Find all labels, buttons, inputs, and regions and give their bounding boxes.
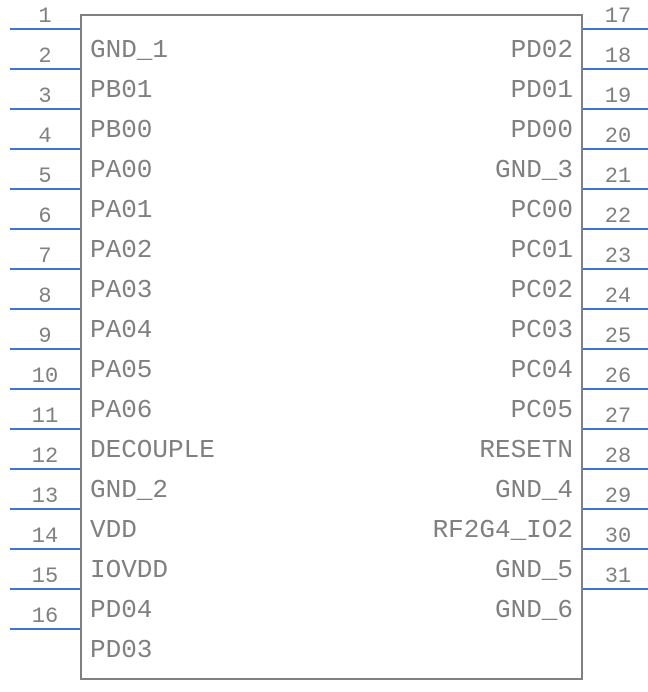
pin-label: RF2G4_IO2 bbox=[433, 515, 573, 545]
pin-label: DECOUPLE bbox=[90, 435, 215, 465]
pin-label: GND_4 bbox=[495, 475, 573, 505]
pin-label: GND_6 bbox=[495, 595, 573, 625]
pin-number: 22 bbox=[583, 204, 648, 229]
pin-label: PA01 bbox=[90, 195, 152, 225]
pin-label: PC03 bbox=[511, 315, 573, 345]
pin-number: 28 bbox=[583, 444, 648, 469]
pin-label: PC01 bbox=[511, 235, 573, 265]
pin-number: 27 bbox=[583, 404, 648, 429]
pin-label: GND_2 bbox=[90, 475, 168, 505]
pin-number: 3 bbox=[10, 84, 80, 109]
pin-label: PB00 bbox=[90, 115, 152, 145]
pin-label: GND_1 bbox=[90, 35, 168, 65]
pin-label: PA04 bbox=[90, 315, 152, 345]
pin-number: 31 bbox=[583, 564, 648, 589]
pin-number: 16 bbox=[10, 604, 80, 629]
pin-number: 26 bbox=[583, 364, 648, 389]
pin-number: 21 bbox=[583, 164, 648, 189]
pin-number: 17 bbox=[583, 4, 648, 29]
pin-number: 30 bbox=[583, 524, 648, 549]
pin-number: 19 bbox=[583, 84, 648, 109]
pin-label: GND_5 bbox=[495, 555, 573, 585]
pin-number: 8 bbox=[10, 284, 80, 309]
pin-label: RESETN bbox=[479, 435, 573, 465]
pin-label: PD04 bbox=[90, 595, 152, 625]
pin-label: PC00 bbox=[511, 195, 573, 225]
pin-number: 1 bbox=[10, 4, 80, 29]
pin-label: PA03 bbox=[90, 275, 152, 305]
pin-label: GND_3 bbox=[495, 155, 573, 185]
pin-number: 7 bbox=[10, 244, 80, 269]
pin-label: PB01 bbox=[90, 75, 152, 105]
pin-label: PD03 bbox=[90, 635, 152, 665]
pin-number: 15 bbox=[10, 564, 80, 589]
pin-number: 5 bbox=[10, 164, 80, 189]
pin-label: PC04 bbox=[511, 355, 573, 385]
pin-label: PA00 bbox=[90, 155, 152, 185]
pin-number: 4 bbox=[10, 124, 80, 149]
pin-label: PD00 bbox=[511, 115, 573, 145]
pin-label: PD01 bbox=[511, 75, 573, 105]
pin-number: 13 bbox=[10, 484, 80, 509]
pin-label: PA02 bbox=[90, 235, 152, 265]
pin-number: 9 bbox=[10, 324, 80, 349]
pin-label: PC05 bbox=[511, 395, 573, 425]
pin-label: IOVDD bbox=[90, 555, 168, 585]
pin-number: 18 bbox=[583, 44, 648, 69]
pin-number: 29 bbox=[583, 484, 648, 509]
pin-label: PA06 bbox=[90, 395, 152, 425]
pin-label: PD02 bbox=[511, 35, 573, 65]
pin-number: 6 bbox=[10, 204, 80, 229]
pin-number: 25 bbox=[583, 324, 648, 349]
pin-number: 11 bbox=[10, 404, 80, 429]
pin-number: 12 bbox=[10, 444, 80, 469]
pin-number: 2 bbox=[10, 44, 80, 69]
pin-number: 14 bbox=[10, 524, 80, 549]
pin-number: 23 bbox=[583, 244, 648, 269]
pin-label: PA05 bbox=[90, 355, 152, 385]
pin-number: 10 bbox=[10, 364, 80, 389]
pin-label: VDD bbox=[90, 515, 137, 545]
pin-number: 24 bbox=[583, 284, 648, 309]
pin-number: 20 bbox=[583, 124, 648, 149]
pin-label: PC02 bbox=[511, 275, 573, 305]
